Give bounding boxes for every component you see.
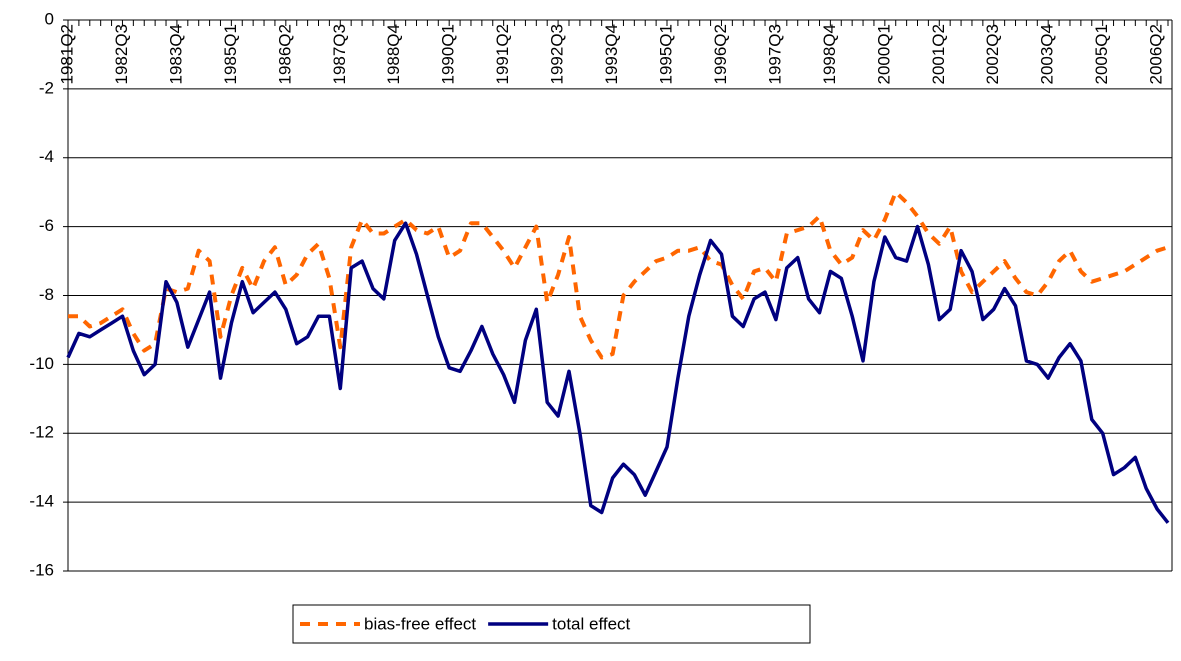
y-tick-label: 0 <box>45 9 54 28</box>
x-tick-label: 2000Q1 <box>874 24 893 85</box>
x-tick-label: 1982Q3 <box>112 24 131 85</box>
x-tick-label: 1990Q1 <box>439 24 458 85</box>
legend-label: bias-free effect <box>364 614 476 633</box>
legend-box <box>292 604 811 644</box>
y-tick-label: -14 <box>29 492 54 511</box>
x-tick-label: 1997Q3 <box>765 24 784 85</box>
y-tick-label: -4 <box>39 147 54 166</box>
y-tick-label: -10 <box>29 354 54 373</box>
x-tick-label: 2005Q1 <box>1092 24 1111 85</box>
x-tick-label: 2001Q2 <box>929 24 948 85</box>
x-tick-label: 1985Q1 <box>221 24 240 85</box>
x-tick-label: 1995Q1 <box>656 24 675 85</box>
y-tick-label: -16 <box>29 560 54 579</box>
x-tick-label: 1996Q2 <box>711 24 730 85</box>
x-tick-label: 1988Q4 <box>384 24 403 85</box>
y-tick-label: -8 <box>39 285 54 304</box>
series-line <box>66 221 1170 524</box>
series-line <box>68 190 1169 360</box>
x-tick-label: 2006Q2 <box>1147 24 1166 85</box>
x-tick-label: 1986Q2 <box>275 24 294 85</box>
x-tick-label: 1992Q3 <box>548 24 567 85</box>
x-tick-label: 1998Q4 <box>820 24 839 85</box>
legend: bias-free effect total effect <box>292 604 811 644</box>
x-tick-label: 1983Q4 <box>166 24 185 85</box>
y-tick-label: -12 <box>29 423 54 442</box>
x-tick-label: 1987Q3 <box>330 24 349 85</box>
x-tick-label: 1981Q2 <box>57 24 76 85</box>
x-tick-label: 2003Q4 <box>1038 24 1057 85</box>
y-tick-label: -2 <box>39 78 54 97</box>
x-tick-label: 1993Q4 <box>602 24 621 85</box>
x-tick-label: 1991Q2 <box>493 24 512 85</box>
x-tick-label: 2002Q3 <box>983 24 1002 85</box>
y-tick-label: -6 <box>39 216 54 235</box>
legend-label: total effect <box>552 614 630 633</box>
